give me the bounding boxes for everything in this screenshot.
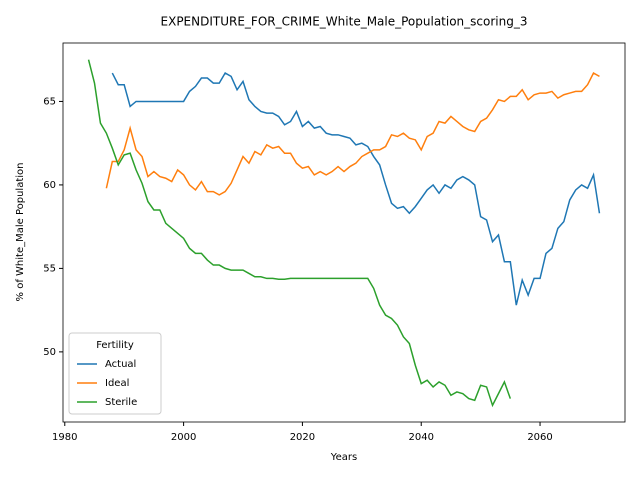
- y-tick-label: 55: [43, 263, 56, 274]
- series-line: [105, 72, 600, 196]
- y-axis-label: % of White_Male Population: [15, 163, 26, 302]
- x-tick-label: 2040: [409, 432, 434, 443]
- x-tick-label: 1980: [52, 432, 77, 443]
- series-line: [111, 72, 601, 306]
- series-line: [87, 59, 512, 408]
- legend-label: Actual: [105, 359, 136, 370]
- chart-title: EXPENDITURE_FOR_CRIME_White_Male_Populat…: [161, 15, 528, 29]
- legend-title: Fertility: [96, 340, 134, 351]
- plot-frame: [62, 42, 626, 423]
- x-tick-label: 2020: [290, 432, 315, 443]
- y-tick-label: 50: [43, 347, 56, 358]
- y-tick-label: 60: [43, 180, 56, 191]
- y-tick-label: 65: [43, 96, 56, 107]
- x-axis-label: Years: [330, 452, 357, 463]
- legend-label: Ideal: [105, 378, 129, 389]
- legend-box: [68, 332, 162, 415]
- x-tick-label: 2000: [171, 432, 196, 443]
- x-tick-label: 2060: [527, 432, 552, 443]
- legend-label: Sterile: [105, 397, 137, 408]
